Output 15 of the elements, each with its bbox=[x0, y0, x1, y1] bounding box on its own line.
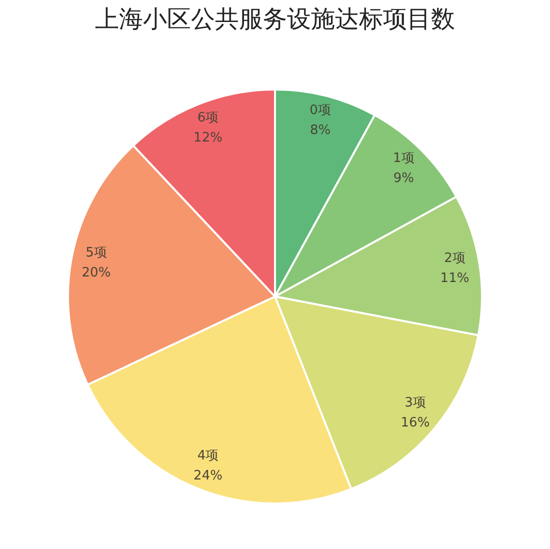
data-label: 8% bbox=[310, 123, 331, 138]
slice-label: 0项 bbox=[310, 103, 331, 118]
slice-label: 3项 bbox=[404, 396, 426, 411]
chart-title: 上海小区公共服务设施达标项目数 bbox=[95, 5, 455, 33]
data-label: 9% bbox=[393, 170, 414, 186]
data-label: 24% bbox=[194, 468, 222, 484]
data-label: 11% bbox=[440, 271, 470, 286]
data-label: 20% bbox=[82, 265, 111, 280]
slice-label: 5项 bbox=[86, 245, 107, 260]
slice-label: 6项 bbox=[197, 110, 219, 126]
slice-label: 1项 bbox=[393, 150, 414, 166]
slice-label: 4项 bbox=[197, 448, 219, 464]
data-label: 12% bbox=[194, 130, 222, 146]
slice-label: 2项 bbox=[444, 251, 466, 266]
data-label: 16% bbox=[400, 416, 430, 431]
